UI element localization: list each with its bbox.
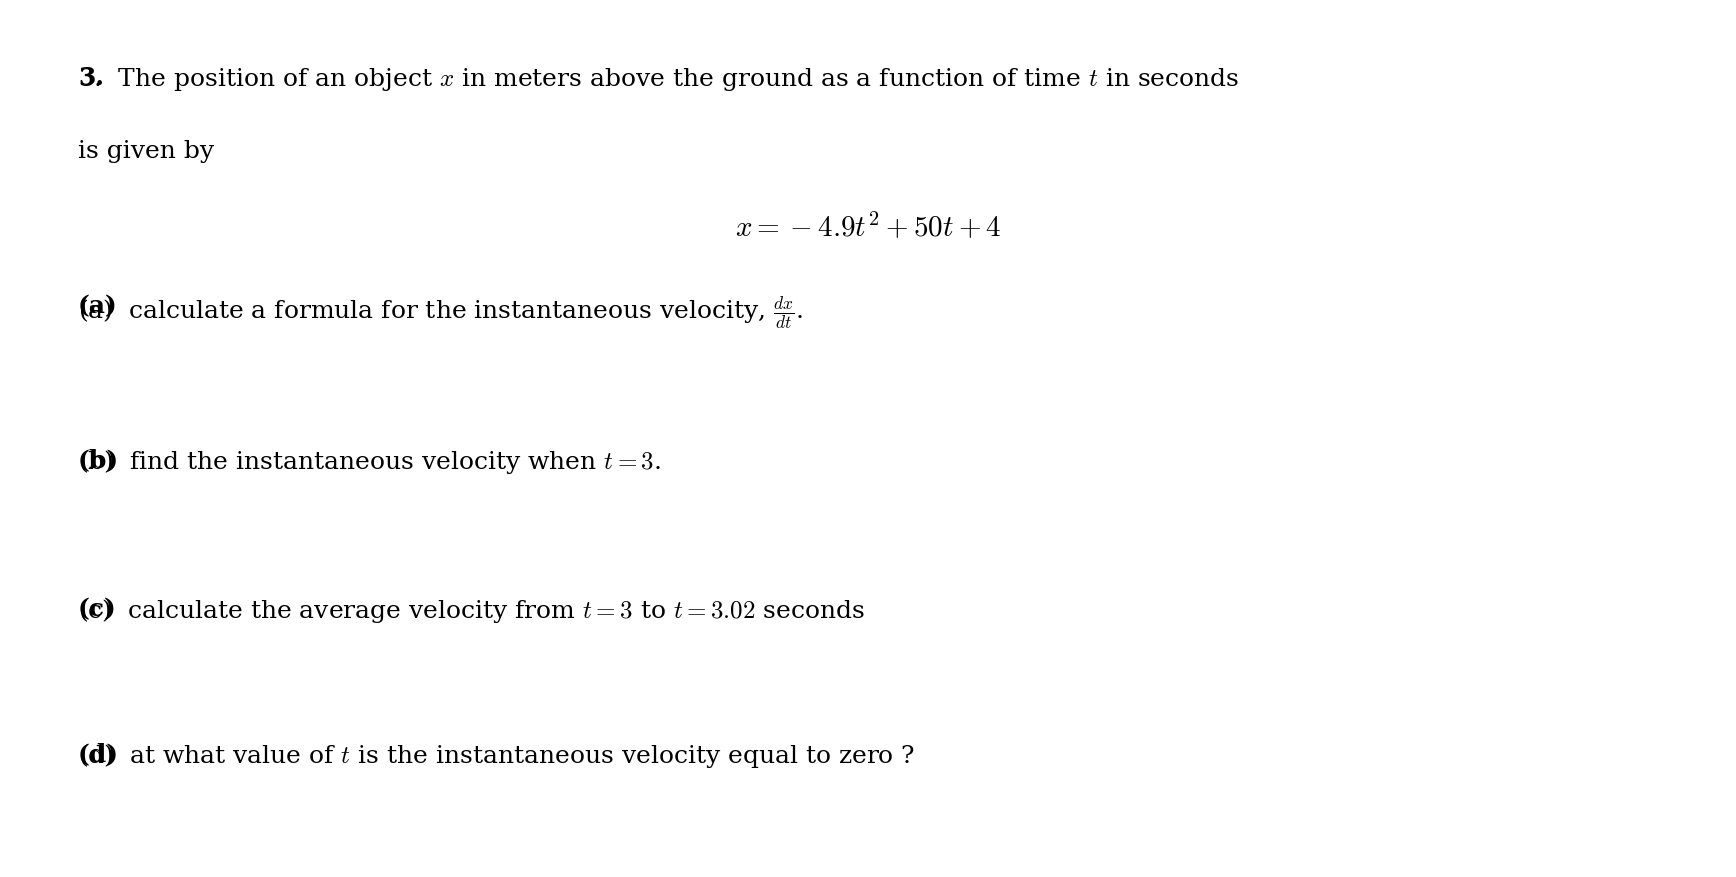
Text: 3.: 3. [78, 66, 104, 89]
Text: (c)  calculate the average velocity from $t = 3$ to $t = 3.02$ seconds: (c) calculate the average velocity from … [78, 596, 865, 624]
Text: 3.  The position of an object $x$ in meters above the ground as a function of ti: 3. The position of an object $x$ in mete… [78, 66, 1240, 93]
Text: (d)  at what value of $t$ is the instantaneous velocity equal to zero ?: (d) at what value of $t$ is the instanta… [78, 741, 915, 769]
Text: (b)  find the instantaneous velocity when $t = 3$.: (b) find the instantaneous velocity when… [78, 447, 661, 475]
Text: (a): (a) [78, 294, 118, 317]
Text: (d): (d) [78, 741, 120, 765]
Text: (b): (b) [78, 447, 120, 471]
Text: $x = -4.9t^2 + 50t + 4$: $x = -4.9t^2 + 50t + 4$ [734, 210, 1002, 241]
Text: is given by: is given by [78, 140, 214, 163]
Text: (c): (c) [78, 596, 116, 620]
Text: (a)  calculate a formula for the instantaneous velocity, $\frac{dx}{dt}$.: (a) calculate a formula for the instanta… [78, 294, 804, 332]
